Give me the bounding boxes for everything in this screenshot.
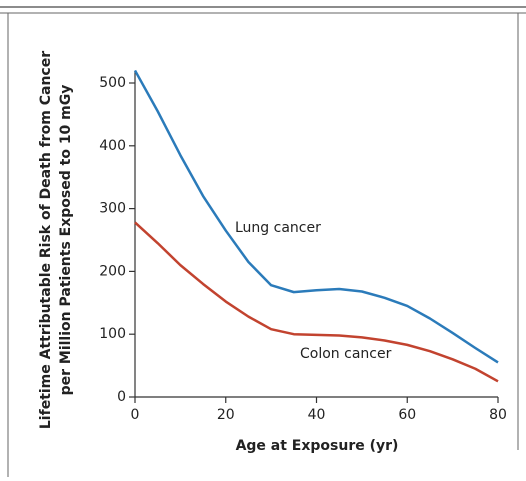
x-tick-label: 60 — [398, 407, 416, 423]
series-label: Lung cancer — [235, 220, 321, 236]
x-axis-title: Age at Exposure (yr) — [236, 438, 399, 454]
x-tick-label: 80 — [489, 407, 507, 423]
y-axis-title: per Million Patients Exposed to 10 mGy — [58, 85, 74, 396]
series-label: Colon cancer — [300, 346, 392, 362]
y-tick-label: 200 — [99, 263, 126, 279]
series-line — [133, 69, 499, 364]
y-tick-label: 300 — [99, 201, 126, 217]
y-axis-title: Lifetime Attributable Risk of Death from… — [38, 51, 54, 429]
y-tick-label: 400 — [99, 138, 126, 154]
y-tick-label: 0 — [117, 389, 126, 405]
x-tick-label: 0 — [131, 407, 140, 423]
series-line — [134, 221, 499, 383]
y-tick-label: 100 — [99, 326, 126, 342]
x-tick-label: 40 — [308, 407, 326, 423]
x-tick-label: 20 — [217, 407, 235, 423]
y-tick-label: 500 — [99, 75, 126, 91]
